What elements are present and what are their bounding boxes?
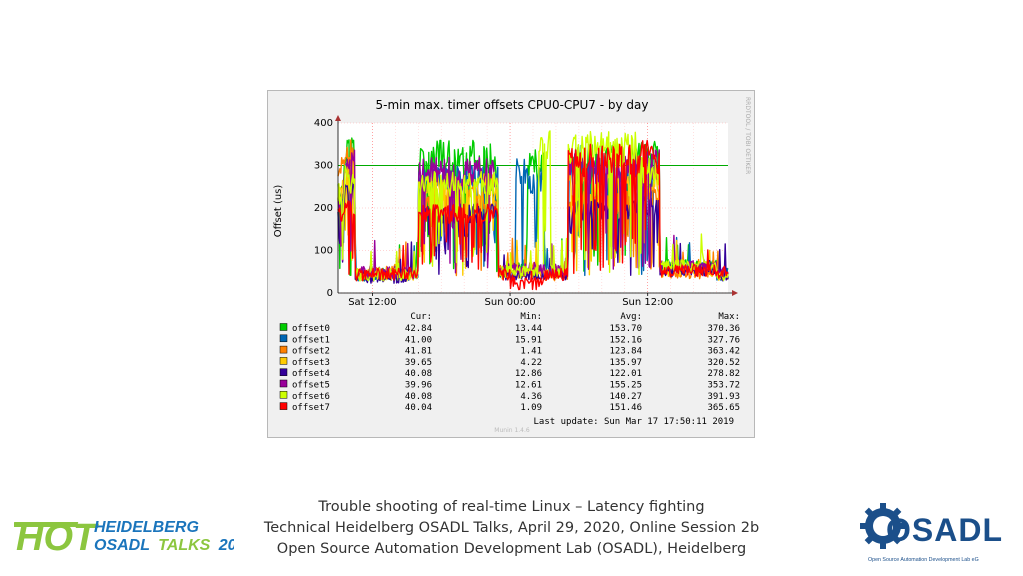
legend-min-offset2: 1.41 xyxy=(520,347,542,357)
munin-version: Munin 1.4.6 xyxy=(494,427,530,434)
legend-name-offset6: offset6 xyxy=(292,392,330,402)
legend-swatch-offset3 xyxy=(279,357,288,365)
x-tick-label: Sat 12:00 xyxy=(348,297,396,308)
legend-swatch-offset1 xyxy=(279,334,288,343)
legend-avg-offset4: 122.01 xyxy=(609,369,642,379)
legend-avg-offset7: 151.46 xyxy=(609,403,642,413)
legend-max-offset4: 278.82 xyxy=(707,369,740,379)
x-tick-label: Sun 00:00 xyxy=(485,297,536,308)
x-tick-label: Sun 12:00 xyxy=(622,297,673,308)
caption-line-3: Open Source Automation Development Lab (… xyxy=(276,541,747,557)
munin-graph: 5-min max. timer offsets CPU0-CPU7 - by … xyxy=(267,90,755,438)
legend-avg-offset0: 153.70 xyxy=(609,324,642,334)
series-lines xyxy=(337,130,729,291)
axes: 0 100 200 300 400 Sat 12:00 Sun 00:00 Sun 12:00 xyxy=(314,115,738,308)
legend-name-offset3: offset3 xyxy=(292,358,330,368)
legend-min-offset0: 13.44 xyxy=(515,324,542,334)
legend-avg-offset5: 155.25 xyxy=(609,381,642,391)
legend-header-cur: Cur: xyxy=(410,312,432,322)
y-tick-label: 0 xyxy=(327,288,333,299)
hot-logo-year: 2020 xyxy=(218,537,234,554)
legend-cur-offset6: 40.08 xyxy=(405,392,432,402)
legend-cur-offset4: 40.08 xyxy=(405,369,432,379)
legend-header-min: Min: xyxy=(520,312,542,322)
legend-avg-offset3: 135.97 xyxy=(609,358,642,368)
legend-min-offset3: 4.22 xyxy=(520,358,542,368)
series-line-offset6 xyxy=(337,130,729,282)
last-update-text: Last update: Sun Mar 17 17:50:11 2019 xyxy=(534,417,734,427)
legend-table: Cur: Min: Avg: Max: offset0 42.84 13.44 153.70 3… xyxy=(279,312,740,413)
y-axis-arrow xyxy=(335,115,341,121)
legend-swatch-offset0 xyxy=(279,323,288,331)
y-tick-label: 100 xyxy=(314,246,333,257)
legend-cur-offset1: 41.00 xyxy=(405,335,432,345)
legend-swatch-offset5 xyxy=(279,379,288,388)
legend-min-offset5: 12.61 xyxy=(515,381,542,391)
y-tick-label: 400 xyxy=(314,118,333,129)
rrdtool-credit: RRDTOOL / TOBI OETIKER xyxy=(744,97,751,174)
hot-logo-osadl: OSADL xyxy=(94,537,150,554)
chart-title: 5-min max. timer offsets CPU0-CPU7 - by … xyxy=(375,98,648,112)
osadl-logo: OSADL Open Source Automation Development… xyxy=(860,503,1003,563)
hot-logo-talks: TALKS xyxy=(158,537,210,554)
x-axis-arrow xyxy=(732,290,738,296)
legend-max-offset7: 365.65 xyxy=(707,403,740,413)
legend-cur-offset5: 39.96 xyxy=(405,381,432,391)
legend-cur-offset7: 40.04 xyxy=(405,403,432,413)
legend-name-offset4: offset4 xyxy=(292,369,330,379)
hot-heidelberg-logo: HOT HEIDELBERG OSADL TALKS 2020 xyxy=(14,517,234,556)
legend-max-offset1: 327.76 xyxy=(707,335,740,345)
caption-line-2: Technical Heidelberg OSADL Talks, April … xyxy=(263,520,760,536)
hot-logo-text: HOT xyxy=(16,517,99,556)
hot-logo-heidelberg: HEIDELBERG xyxy=(94,519,199,536)
y-tick-label: 300 xyxy=(314,161,333,172)
legend-avg-offset6: 140.27 xyxy=(609,392,642,402)
legend-name-offset7: offset7 xyxy=(292,403,330,413)
legend-cur-offset2: 41.81 xyxy=(405,347,432,357)
legend-name-offset5: offset5 xyxy=(292,381,330,391)
legend-header-max: Max: xyxy=(718,312,740,322)
legend-cur-offset0: 42.84 xyxy=(405,324,432,334)
gear-icon xyxy=(860,503,906,549)
caption-line-1: Trouble shooting of real-time Linux – La… xyxy=(318,499,705,515)
legend-avg-offset2: 123.84 xyxy=(609,347,642,357)
legend-max-offset6: 391.93 xyxy=(707,392,740,402)
legend-name-offset1: offset1 xyxy=(292,335,330,345)
slide-caption: Trouble shooting of real-time Linux – La… xyxy=(250,497,773,560)
legend-max-offset5: 353.72 xyxy=(707,381,740,391)
legend-swatch-offset2 xyxy=(279,345,288,354)
osadl-logo-text: OSADL xyxy=(886,512,1003,548)
legend-max-offset2: 363.42 xyxy=(707,347,740,357)
legend-name-offset0: offset0 xyxy=(292,324,330,334)
y-axis-label: Offset (us) xyxy=(273,185,284,238)
legend-swatch-offset7 xyxy=(279,402,288,410)
legend-swatch-offset6 xyxy=(279,391,288,399)
legend-avg-offset1: 152.16 xyxy=(609,335,642,345)
chart-canvas: 5-min max. timer offsets CPU0-CPU7 - by … xyxy=(273,97,751,434)
osadl-logo-subtitle: Open Source Automation Development Lab e… xyxy=(868,557,979,563)
legend-min-offset6: 4.36 xyxy=(520,392,542,402)
legend-header-avg: Avg: xyxy=(620,312,642,322)
legend-min-offset1: 15.91 xyxy=(515,335,542,345)
y-tick-label: 200 xyxy=(314,203,333,214)
legend-max-offset0: 370.36 xyxy=(707,324,740,334)
legend-min-offset4: 12.86 xyxy=(515,369,542,379)
legend-name-offset2: offset2 xyxy=(292,347,330,357)
series-line-offset7 xyxy=(337,139,729,291)
legend-min-offset7: 1.09 xyxy=(520,403,542,413)
legend-swatch-offset4 xyxy=(279,368,288,376)
hot-logo-subline: OSADL TALKS 2020 xyxy=(94,537,234,554)
legend-cur-offset3: 39.65 xyxy=(405,358,432,368)
legend-max-offset3: 320.52 xyxy=(707,358,740,368)
